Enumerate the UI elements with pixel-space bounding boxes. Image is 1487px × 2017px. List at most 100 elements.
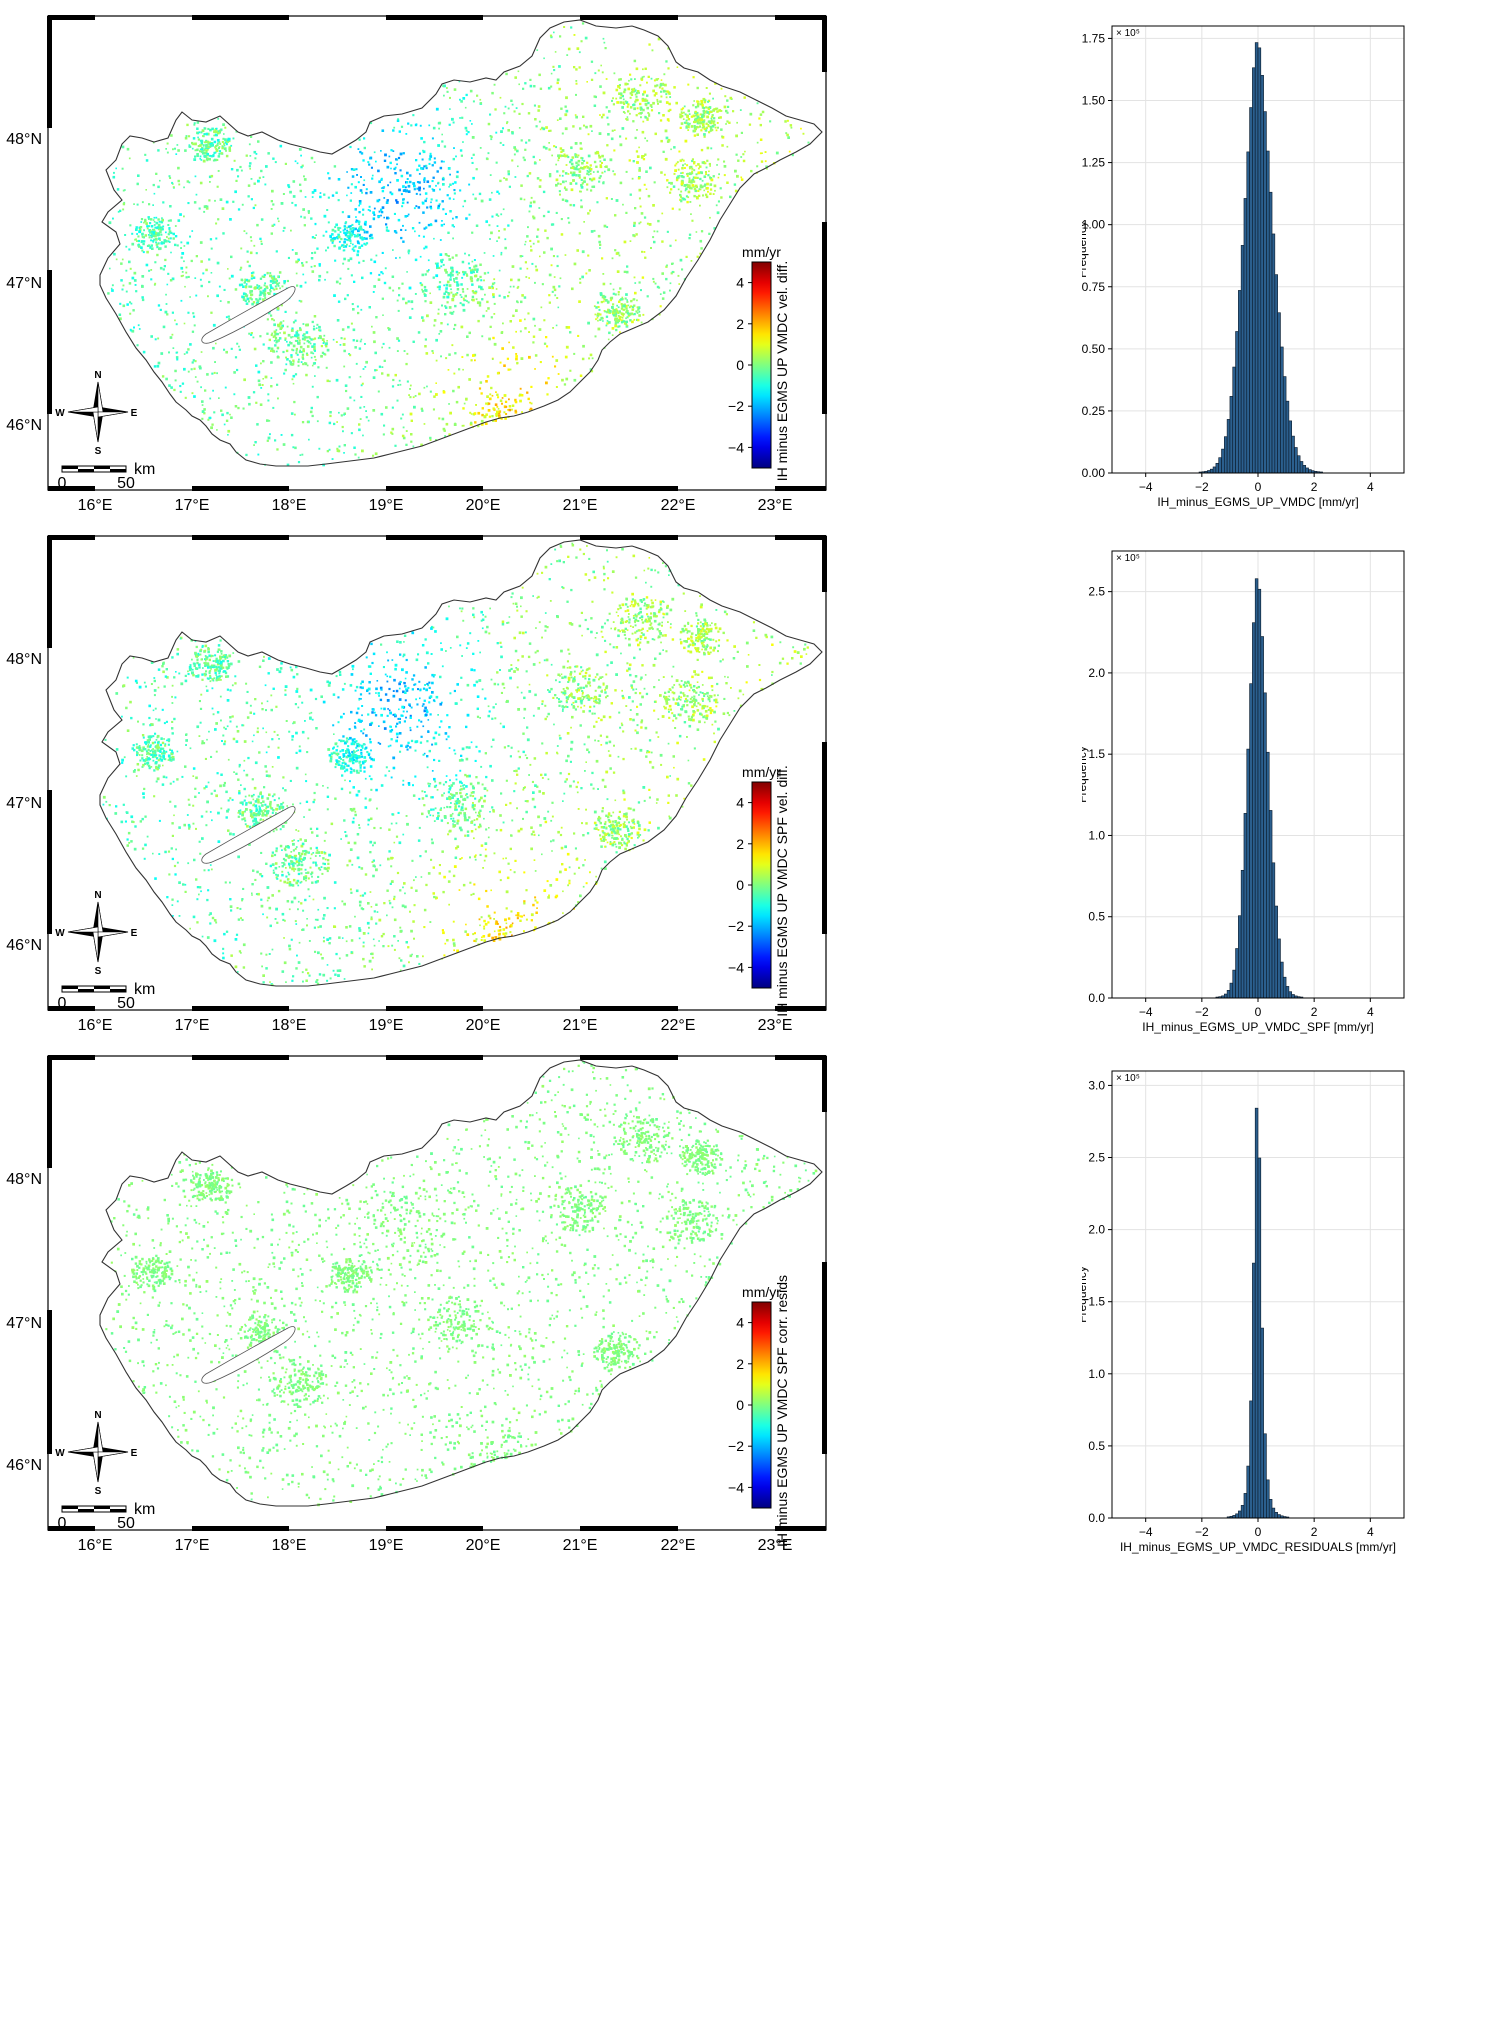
scale-bar-segment xyxy=(62,466,78,469)
histogram-bar xyxy=(1238,290,1242,474)
velocity-points xyxy=(102,542,809,987)
lon-tick-label: 16°E xyxy=(78,1537,113,1554)
frame-bar xyxy=(775,486,826,491)
x-tick-label: 4 xyxy=(1367,480,1374,494)
country-border xyxy=(99,1059,823,1507)
lon-tick-label: 16°E xyxy=(78,497,113,514)
histogram-bar xyxy=(1280,346,1284,474)
scale-bar-segment xyxy=(110,469,126,472)
histogram-bar xyxy=(1246,748,1250,999)
compass-s: S xyxy=(95,1486,102,1497)
y-tick-label: 0.0 xyxy=(1088,1511,1105,1525)
y-tick-label: 1.50 xyxy=(1082,94,1105,108)
lat-tick-label: 46°N xyxy=(6,417,42,434)
histogram-bar xyxy=(1263,692,1267,999)
scale-start-label: 0 xyxy=(58,995,67,1012)
lon-tick-label: 16°E xyxy=(78,1017,113,1034)
histogram-panel-3: −4 −2 0 2 4 0.0 0.5 1.0 1.5 2.0 2.5 3.0 × 10⁵ IH_minu… xyxy=(1082,1070,1405,1554)
frame-bar xyxy=(192,1055,289,1060)
map-panel-1: 48°N 47°N 46°N 16°E 17°E 18°E 19°E 20°E 21°E 22°E… xyxy=(6,15,827,514)
histogram-bar xyxy=(1257,1157,1262,1519)
frame-bar xyxy=(775,1526,826,1531)
scale-bar-segment xyxy=(62,1506,78,1509)
y-tick-label: 0.0 xyxy=(1088,991,1105,1005)
lat-tick-label: 46°N xyxy=(6,1457,42,1474)
histogram-bar xyxy=(1254,578,1259,999)
frame-bar xyxy=(822,742,827,934)
histogram-bar xyxy=(1266,751,1270,999)
frame-bar xyxy=(47,16,52,128)
scale-unit-label: km xyxy=(134,981,155,998)
colorbar-title: mm/yr xyxy=(742,1284,781,1300)
histogram-bar xyxy=(1254,1107,1259,1519)
histogram-bar xyxy=(1285,986,1290,999)
lake-balaton xyxy=(201,1326,296,1384)
y-tick-label: 0.5 xyxy=(1088,910,1105,924)
frame-bar xyxy=(47,536,52,648)
y-multiplier: × 10⁵ xyxy=(1116,28,1140,39)
lon-tick-label: 19°E xyxy=(369,497,404,514)
histogram-bar xyxy=(1305,467,1309,474)
colorbar-tick-label: 4 xyxy=(736,795,744,811)
lon-tick-label: 21°E xyxy=(563,1017,598,1034)
lon-tick-label: 21°E xyxy=(563,1537,598,1554)
histogram-bar xyxy=(1252,1262,1256,1519)
lon-tick-label: 19°E xyxy=(369,1537,404,1554)
colorbar-tick-label: 2 xyxy=(736,316,744,332)
lon-tick-label: 20°E xyxy=(466,1537,501,1554)
compass-highlight xyxy=(67,406,99,413)
y-tick-label: 0.75 xyxy=(1082,280,1105,294)
histogram-bar xyxy=(1268,191,1273,474)
histogram-panel-1: −4 −2 0 2 4 0.00 0.25 0.50 0.75 1.00 1.25 1.50 1.75 ×… xyxy=(1082,25,1405,509)
lon-tick-label: 21°E xyxy=(563,497,598,514)
map-panel-3: 48°N 47°N 46°N 16°E 17°E 18°E 19°E 20°E 21°E 22°E… xyxy=(6,1055,827,1554)
y-tick-label: 3.0 xyxy=(1088,1078,1105,1092)
histogram-bar xyxy=(1243,813,1248,999)
frame-bar xyxy=(580,1055,678,1060)
frame-bar xyxy=(822,1056,827,1112)
colorbar-tick-label: 0 xyxy=(736,1397,744,1413)
colorbar xyxy=(751,781,772,989)
frame-bar xyxy=(822,222,827,414)
y-tick-label: 1.0 xyxy=(1088,1367,1105,1381)
histogram-bar xyxy=(1232,366,1236,474)
histogram-bar xyxy=(1218,457,1222,474)
scale-unit-label: km xyxy=(134,461,155,478)
histogram-bars xyxy=(1215,578,1304,999)
y-tick-label: 2.5 xyxy=(1088,585,1105,599)
frame-bar xyxy=(822,16,827,72)
compass-e: E xyxy=(131,928,138,939)
histogram-bar xyxy=(1249,683,1253,999)
histogram-bar xyxy=(1288,420,1292,474)
compass-w: W xyxy=(55,408,65,419)
compass-n: N xyxy=(94,890,101,901)
frame-bar xyxy=(192,1526,289,1531)
compass-s: S xyxy=(95,446,102,457)
y-tick-label: 1.5 xyxy=(1088,1295,1105,1309)
y-multiplier: × 10⁵ xyxy=(1116,553,1140,564)
x-tick-label: −2 xyxy=(1195,1525,1209,1539)
colorbar-tick-label: −2 xyxy=(728,918,744,934)
histogram-bar xyxy=(1291,994,1295,999)
compass-n: N xyxy=(94,370,101,381)
histogram-bar xyxy=(1215,463,1219,474)
histogram-bars xyxy=(1226,1107,1290,1519)
histogram-bar xyxy=(1271,233,1276,474)
frame-bar xyxy=(192,1006,289,1011)
lat-tick-label: 46°N xyxy=(6,937,42,954)
y-axis-label: Frequency xyxy=(1082,746,1089,803)
colorbar-label: IH minus EGMS UP VMDC SPF corr. resids xyxy=(774,1275,790,1547)
x-tick-label: 2 xyxy=(1311,1005,1318,1019)
map-frame xyxy=(47,1055,827,1531)
frame-bar xyxy=(192,486,289,491)
frame-bar xyxy=(47,1056,52,1168)
colorbar-tick-label: 2 xyxy=(736,1356,744,1372)
compass-highlight xyxy=(67,926,99,933)
frame-bar xyxy=(48,15,95,20)
y-tick-label: 1.25 xyxy=(1082,156,1105,170)
x-tick-label: 0 xyxy=(1255,1525,1262,1539)
y-tick-label: 1.0 xyxy=(1088,828,1105,842)
histogram-bar xyxy=(1249,1400,1253,1519)
